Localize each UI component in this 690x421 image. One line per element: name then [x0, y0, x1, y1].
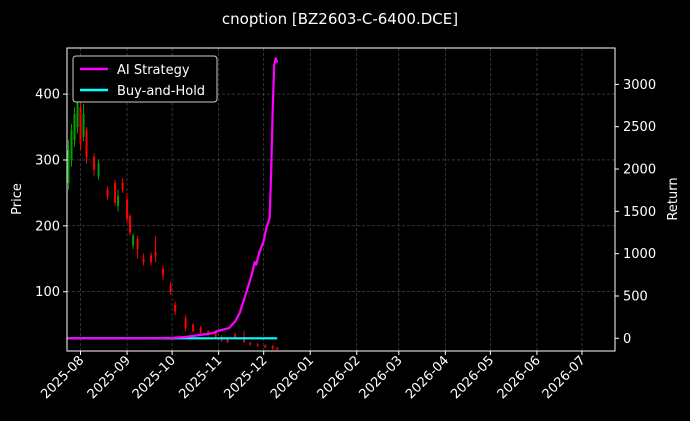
candle: [73, 107, 76, 147]
candle: [249, 341, 252, 346]
candle-body: [97, 163, 100, 177]
candle: [142, 253, 145, 266]
candle-body: [79, 107, 82, 144]
candle: [276, 347, 279, 351]
candle-body: [142, 258, 145, 263]
right-tick-label: 1000: [623, 247, 656, 262]
right-tick-label: 1500: [623, 205, 656, 220]
candle-body: [117, 196, 120, 207]
legend-label-ai-strategy: AI Strategy: [117, 63, 190, 78]
candle-body: [276, 347, 279, 350]
right-tick-label: 500: [623, 289, 648, 304]
candle: [93, 153, 96, 177]
candle: [162, 265, 165, 280]
candle: [117, 189, 120, 212]
candle: [264, 344, 267, 349]
right-tick-label: 2000: [623, 163, 656, 178]
candle: [70, 123, 73, 167]
candle: [121, 178, 124, 193]
candle: [150, 252, 153, 266]
candle-body: [114, 183, 117, 203]
candle-body: [226, 339, 229, 342]
candle-body: [199, 327, 202, 333]
candle: [271, 345, 274, 350]
candle-body: [271, 346, 274, 349]
candle-body: [73, 113, 76, 141]
candle-body: [154, 252, 157, 256]
right-axis-label: Return: [666, 177, 681, 220]
right-tick-label: 3000: [623, 78, 656, 93]
candle: [192, 323, 195, 333]
candle: [256, 343, 259, 348]
chart-title: cnoption [BZ2603-C-6400.DCE]: [222, 10, 458, 28]
left-tick-label: 200: [35, 219, 60, 234]
legend: AI Strategy Buy-and-Hold: [72, 55, 218, 103]
plot-frame: [66, 47, 616, 352]
candle-body: [67, 150, 70, 184]
candle-body: [85, 130, 88, 157]
series-lines: [67, 57, 279, 340]
candle-body: [256, 344, 259, 346]
legend-label-buy-and-hold: Buy-and-Hold: [117, 84, 205, 99]
candle: [82, 103, 85, 142]
candle-body: [169, 285, 172, 292]
legend-box: [72, 55, 218, 103]
candle: [174, 301, 177, 315]
candle-body: [162, 268, 165, 276]
candle: [67, 140, 70, 190]
candle-body: [249, 343, 252, 345]
candle: [136, 235, 139, 259]
right-axis-ticks: 0 500 1000 1500 2000 2500 3000: [615, 78, 656, 347]
candle: [154, 235, 157, 263]
candle-body: [234, 334, 237, 338]
candle-body: [150, 255, 153, 263]
candle: [129, 213, 132, 236]
candle-body: [121, 183, 124, 190]
candle: [114, 179, 117, 207]
candle: [85, 127, 88, 164]
candle-body: [174, 304, 177, 312]
candle-body: [76, 97, 79, 128]
candle-body: [132, 235, 135, 246]
candle: [126, 192, 129, 223]
candle: [243, 331, 246, 344]
series-line-ai-strategy: [67, 57, 279, 340]
left-axis-label: Price: [10, 183, 25, 215]
candle: [184, 314, 187, 332]
candle-body: [129, 215, 132, 233]
candle-body: [126, 199, 129, 220]
candle: [169, 281, 172, 296]
candle: [106, 186, 109, 200]
left-axis-ticks: 100 200 300 400: [35, 88, 67, 300]
candle-body: [184, 318, 187, 328]
left-tick-label: 300: [35, 153, 60, 168]
candle: [132, 233, 135, 249]
candle-body: [214, 332, 217, 337]
candle: [79, 100, 82, 151]
candle-body: [136, 239, 139, 249]
candle-body: [93, 156, 96, 170]
left-tick-label: 400: [35, 88, 60, 103]
candle-body: [264, 345, 267, 348]
candle-body: [82, 113, 85, 137]
candle-body: [243, 337, 246, 342]
candle-body: [192, 324, 195, 332]
candle: [199, 325, 202, 335]
candle-body: [70, 130, 73, 160]
candle: [97, 159, 100, 180]
candle-body: [106, 189, 109, 197]
left-tick-label: 100: [35, 285, 60, 300]
right-tick-label: 2500: [623, 120, 656, 135]
right-tick-label: 0: [623, 332, 631, 347]
